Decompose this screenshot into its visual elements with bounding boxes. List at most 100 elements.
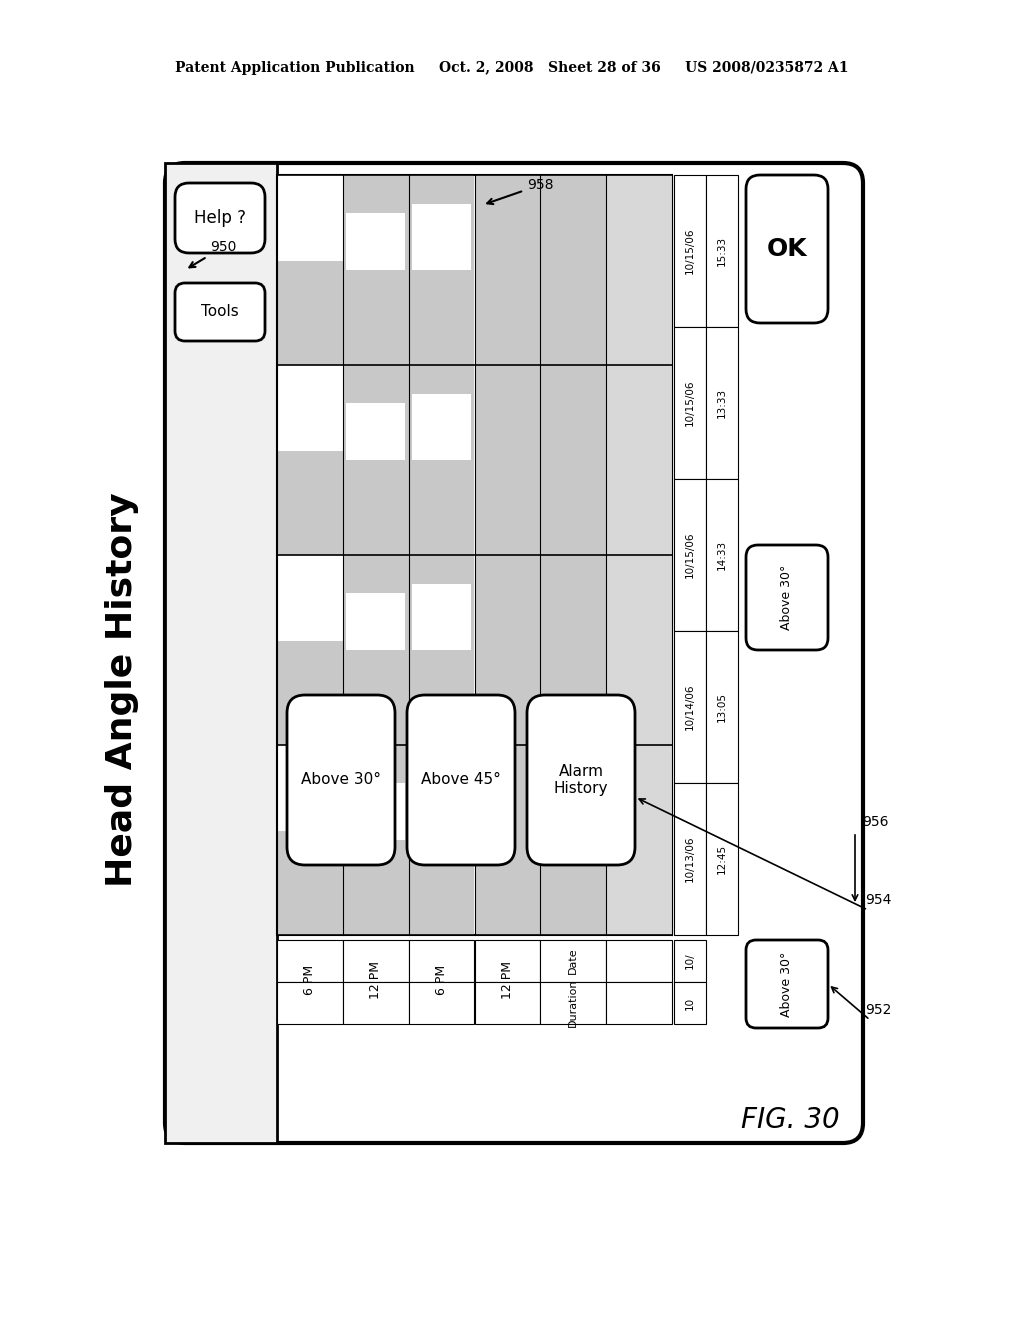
Text: 10/15/06: 10/15/06 [685,532,695,578]
Text: Above 30°: Above 30° [780,952,794,1016]
Text: 10: 10 [685,997,695,1010]
Text: 13:05: 13:05 [717,692,727,722]
Bar [409,940,474,982]
Bar [474,554,541,744]
Bar [706,327,738,479]
Text: 10/13/06: 10/13/06 [685,836,695,882]
Bar [278,982,343,1024]
Bar [674,631,706,783]
Bar [541,554,606,744]
FancyBboxPatch shape [175,183,265,253]
Bar [474,366,541,554]
Bar [706,631,738,783]
Text: Patent Application Publication     Oct. 2, 2008   Sheet 28 of 36     US 2008/023: Patent Application Publication Oct. 2, 2… [175,61,849,75]
Bar [606,744,672,935]
Bar [343,554,409,744]
Bar [278,744,343,830]
Bar [674,479,706,631]
Bar [278,260,343,366]
Text: 12 PM: 12 PM [370,961,382,999]
Bar [541,366,606,554]
FancyBboxPatch shape [746,940,828,1028]
Bar [412,203,471,271]
Bar [278,940,343,982]
Text: 956: 956 [862,814,888,829]
Bar [343,982,409,1024]
Bar [706,176,738,327]
Text: 950: 950 [189,240,237,268]
Bar [606,176,672,366]
Bar [474,940,541,982]
Bar [674,783,706,935]
Bar [706,783,738,935]
Bar [474,744,541,935]
Bar [278,640,343,744]
Text: 12:45: 12:45 [717,843,727,874]
FancyBboxPatch shape [165,162,863,1143]
Bar [606,940,672,982]
Bar [343,366,409,554]
Bar [278,830,343,935]
FancyBboxPatch shape [175,282,265,341]
Bar [343,176,409,366]
Text: 10/14/06: 10/14/06 [685,684,695,730]
FancyBboxPatch shape [746,545,828,649]
Bar [409,744,474,935]
Text: Help ?: Help ? [194,209,246,227]
Text: Above 30°: Above 30° [301,772,381,788]
Bar [606,366,672,554]
Bar [541,982,606,1024]
Text: OK: OK [767,238,807,261]
Text: 10/15/06: 10/15/06 [685,380,695,426]
Text: Head Angle History: Head Angle History [105,492,139,887]
Text: FIG. 30: FIG. 30 [740,1106,840,1134]
Bar [474,982,541,1024]
Bar [606,554,672,744]
FancyBboxPatch shape [287,696,395,865]
FancyBboxPatch shape [746,176,828,323]
Bar [706,479,738,631]
Text: 954: 954 [865,894,891,907]
Bar [346,403,406,459]
Bar [278,554,343,640]
Bar [278,176,343,260]
Bar [165,162,278,1143]
Bar [541,176,606,366]
Text: Above 45°: Above 45° [421,772,501,788]
Bar [674,176,706,327]
FancyBboxPatch shape [407,696,515,865]
Bar [343,940,409,982]
Bar [346,593,406,649]
Bar [674,982,706,1024]
Text: Duration: Duration [568,978,579,1027]
Bar [606,982,672,1024]
Bar [541,940,606,982]
Bar [409,554,474,744]
Text: Tools: Tools [201,305,239,319]
Bar [412,393,471,459]
Text: 14:33: 14:33 [717,540,727,570]
Bar [541,744,606,935]
Bar [278,450,343,554]
Bar [412,583,471,649]
Text: 12 PM: 12 PM [501,961,514,999]
Bar [412,774,471,840]
Text: 958: 958 [487,178,553,205]
Text: 6 PM: 6 PM [303,965,316,995]
Bar [278,366,343,450]
Text: 13:33: 13:33 [717,388,727,418]
Bar [409,366,474,554]
Bar [278,176,672,935]
Text: 952: 952 [865,1003,891,1016]
Text: Alarm
History: Alarm History [554,764,608,796]
Bar [674,940,706,982]
Bar [343,744,409,935]
Text: Date: Date [568,948,579,974]
Bar [346,213,406,271]
Text: 15:33: 15:33 [717,236,727,267]
FancyBboxPatch shape [527,696,635,865]
Bar [409,982,474,1024]
Bar [409,176,474,366]
Bar [674,327,706,479]
Text: 6 PM: 6 PM [435,965,449,995]
